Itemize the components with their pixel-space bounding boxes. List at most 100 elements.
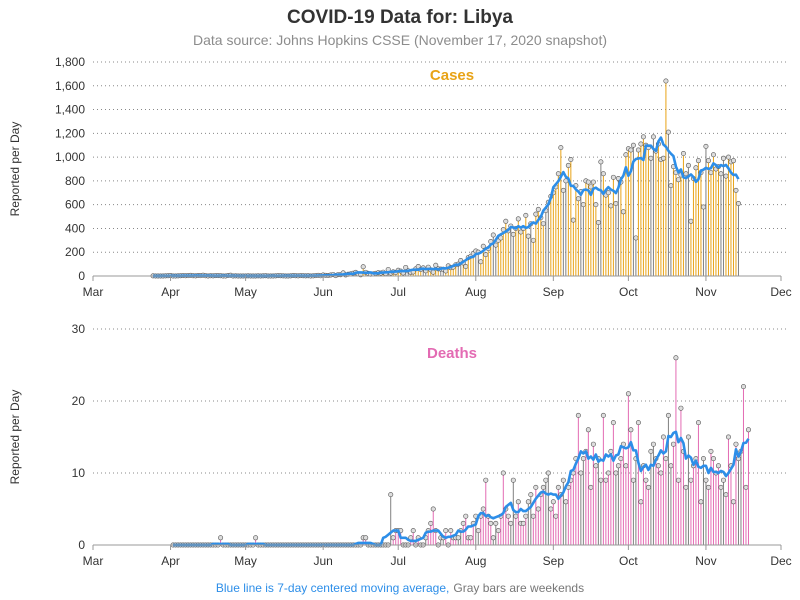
deaths-point xyxy=(618,456,624,462)
deaths-point xyxy=(700,456,706,462)
cases-point xyxy=(683,171,689,177)
chart-subtitle: Data source: Johns Hopkins CSSE (Novembe… xyxy=(193,32,607,48)
deaths-point xyxy=(588,484,594,490)
cases-point xyxy=(650,134,656,140)
deaths-point xyxy=(530,513,536,519)
deaths-xtick-label: Oct xyxy=(619,554,638,568)
deaths-point xyxy=(660,434,666,440)
cases-point xyxy=(600,171,606,177)
cases-point xyxy=(633,235,639,241)
deaths-xtick-label: Jun xyxy=(313,554,332,568)
deaths-point xyxy=(710,456,716,462)
deaths-point xyxy=(253,535,259,541)
deaths-point xyxy=(500,470,506,476)
cases-point xyxy=(718,171,724,177)
cases-point xyxy=(585,179,591,185)
cases-ytick-label: 800 xyxy=(65,174,85,188)
deaths-point xyxy=(410,528,416,534)
cases-point xyxy=(575,196,581,202)
cases-point xyxy=(665,129,671,135)
cases-point xyxy=(560,187,566,193)
deaths-moving-average-line xyxy=(173,430,750,547)
deaths-point xyxy=(668,463,674,469)
deaths-ytick-label: 20 xyxy=(72,394,86,408)
deaths-panel: 0 10 20 30 Reported per Day Deaths Mar Apr May Ju… xyxy=(8,322,792,568)
deaths-point xyxy=(390,535,396,541)
cases-ylabel: Reported per Day xyxy=(8,122,22,217)
deaths-point xyxy=(675,477,681,483)
deaths-point xyxy=(598,477,604,483)
deaths-point xyxy=(635,420,641,426)
cases-point xyxy=(523,212,529,218)
deaths-point xyxy=(540,484,546,490)
deaths-point xyxy=(575,412,581,418)
cases-point xyxy=(590,179,596,185)
cases-xtick-label: Nov xyxy=(695,285,716,299)
deaths-point xyxy=(698,499,704,505)
cases-point xyxy=(638,141,644,147)
deaths-point xyxy=(625,391,631,397)
deaths-point xyxy=(718,484,724,490)
deaths-point xyxy=(363,535,369,541)
cases-ytick-label: 0 xyxy=(78,269,85,283)
deaths-point xyxy=(468,535,474,541)
cases-point xyxy=(613,200,619,206)
cases-point xyxy=(580,202,586,208)
deaths-point xyxy=(683,484,689,490)
cases-point xyxy=(360,264,366,270)
deaths-ytick-label: 30 xyxy=(72,322,86,336)
deaths-point xyxy=(605,470,611,476)
cases-point xyxy=(688,218,694,224)
deaths-point xyxy=(720,477,726,483)
cases-point xyxy=(620,209,626,215)
cases-point xyxy=(463,263,469,269)
cases-point xyxy=(680,151,686,157)
cases-point xyxy=(565,162,571,168)
deaths-ytick-label: 10 xyxy=(72,466,86,480)
deaths-point xyxy=(615,463,621,469)
cases-point xyxy=(723,173,729,179)
deaths-title: Deaths xyxy=(427,345,477,362)
cases-point xyxy=(570,217,576,223)
deaths-point xyxy=(428,520,434,526)
deaths-point xyxy=(658,470,664,476)
cases-point xyxy=(623,152,629,158)
footnote-weekends: Gray bars are weekends xyxy=(453,581,584,595)
deaths-point xyxy=(505,513,511,519)
cases-point xyxy=(598,159,604,165)
cases-point xyxy=(610,174,616,180)
cases-point xyxy=(510,231,516,237)
footnote: Blue line is 7-day centered moving avera… xyxy=(216,581,584,595)
deaths-point xyxy=(685,434,691,440)
cases-point xyxy=(700,204,706,210)
deaths-point xyxy=(723,492,729,498)
deaths-point xyxy=(628,427,634,433)
deaths-point xyxy=(600,412,606,418)
cases-point xyxy=(720,155,726,161)
cases-xtick-label: May xyxy=(234,285,257,299)
cases-point xyxy=(593,202,599,208)
deaths-point xyxy=(578,470,584,476)
cases-ytick-label: 600 xyxy=(65,198,85,212)
deaths-point xyxy=(430,506,436,512)
cases-point xyxy=(433,262,439,268)
deaths-point xyxy=(708,448,714,454)
cases-point xyxy=(558,145,564,151)
deaths-point xyxy=(590,441,596,447)
cases-point xyxy=(540,221,546,227)
cases-point xyxy=(663,78,669,84)
cases-point xyxy=(515,216,521,222)
cases-ytick-label: 1,800 xyxy=(55,55,85,69)
deaths-ylabel: Reported per Day xyxy=(8,390,22,485)
deaths-point xyxy=(715,463,721,469)
cases-point xyxy=(535,206,541,212)
deaths-point xyxy=(543,477,549,483)
deaths-point xyxy=(475,528,481,534)
footnote-moving-average: Blue line is 7-day centered moving avera… xyxy=(216,581,449,595)
deaths-point xyxy=(648,448,654,454)
deaths-point xyxy=(460,520,466,526)
deaths-point xyxy=(733,441,739,447)
deaths-point xyxy=(508,520,514,526)
